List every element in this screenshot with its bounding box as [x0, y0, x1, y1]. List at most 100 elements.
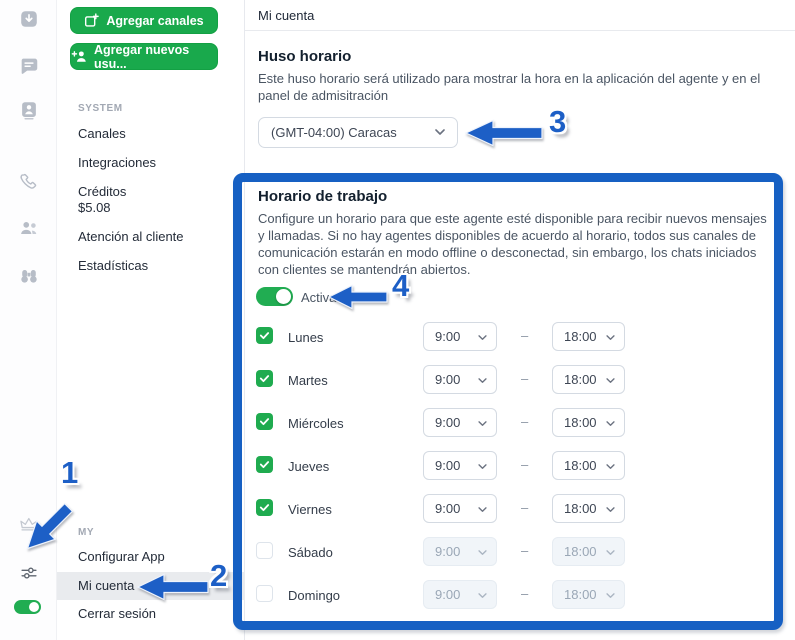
day-row-viernes: Viernes 9:00 – 18:00: [245, 487, 785, 530]
chevron-down-icon: [606, 329, 615, 344]
annotation-arrow-3: [464, 119, 543, 147]
day-checkbox[interactable]: [256, 370, 273, 387]
day-row-miercoles: Miércoles 9:00 – 18:00: [245, 401, 785, 444]
contacts-icon[interactable]: [17, 99, 40, 122]
chevron-down-icon: [478, 372, 487, 387]
schedule-heading: Horario de trabajo: [258, 188, 388, 205]
day-checkbox[interactable]: [256, 413, 273, 430]
time-range-separator: –: [521, 414, 529, 429]
day-label: Lunes: [288, 330, 324, 345]
end-time-select[interactable]: 18:00: [552, 494, 625, 523]
chat-icon[interactable]: [17, 54, 40, 77]
annotation-arrow-4: [327, 284, 388, 310]
chevron-down-icon: [606, 501, 615, 516]
add-channel-icon: [84, 13, 100, 28]
day-checkbox[interactable]: [256, 327, 273, 344]
timezone-selected-value: (GMT-04:00) Caracas: [271, 125, 397, 140]
end-time-select[interactable]: 18:00: [552, 451, 625, 480]
status-toggle[interactable]: [14, 600, 41, 614]
annotation-arrow-1: [26, 502, 74, 550]
schedule-toggle-label: Activar: [301, 290, 341, 305]
binoculars-icon[interactable]: [17, 264, 40, 287]
day-label: Viernes: [288, 502, 332, 517]
day-label: Jueves: [288, 459, 330, 474]
day-row-martes: Martes 9:00 – 18:00: [245, 358, 785, 401]
credits-amount: $5.08: [78, 200, 111, 215]
schedule-days-list: Lunes 9:00 – 18:00 Martes 9:00 – 18:00 M…: [245, 315, 785, 616]
time-range-separator: –: [521, 543, 529, 558]
day-checkbox[interactable]: [256, 456, 273, 473]
sidebar-item-creditos[interactable]: Créditos: [78, 184, 127, 199]
chevron-down-icon: [478, 329, 487, 344]
add-users-label: Agregar nuevos usu...: [94, 42, 190, 71]
day-checkbox[interactable]: [256, 585, 273, 602]
chevron-down-icon: [478, 501, 487, 516]
day-label: Miércoles: [288, 416, 344, 431]
start-time-select[interactable]: 9:00: [423, 322, 497, 351]
add-channels-label: Agregar canales: [106, 13, 204, 28]
day-label: Sábado: [288, 545, 333, 560]
sidebar-item-atencion-al-cliente[interactable]: Atención al cliente: [78, 229, 184, 244]
annotation-number-2: 2: [210, 558, 228, 593]
icon-rail: [0, 0, 57, 640]
chevron-down-icon: [606, 372, 615, 387]
annotation-number-3: 3: [549, 104, 567, 139]
day-checkbox[interactable]: [256, 499, 273, 516]
my-section-label: MY: [78, 527, 95, 538]
end-time-select[interactable]: 18:00: [552, 580, 625, 609]
timezone-heading: Huso horario: [258, 48, 352, 65]
end-time-select[interactable]: 18:00: [552, 365, 625, 394]
chevron-down-icon: [435, 129, 445, 136]
settings-sidebar: Agregar canales Agregar nuevos usu... SY…: [57, 0, 245, 640]
start-time-select[interactable]: 9:00: [423, 408, 497, 437]
add-user-icon: [71, 49, 87, 64]
timezone-select[interactable]: (GMT-04:00) Caracas: [258, 117, 458, 148]
chevron-down-icon: [606, 587, 615, 602]
sidebar-item-cerrar-sesion[interactable]: Cerrar sesión: [78, 606, 157, 621]
chevron-down-icon: [606, 415, 615, 430]
annotation-arrow-2: [136, 573, 209, 601]
day-label: Domingo: [288, 588, 341, 603]
annotation-number-4: 4: [392, 268, 410, 303]
page-title: Mi cuenta: [258, 8, 315, 23]
start-time-select[interactable]: 9:00: [423, 580, 497, 609]
chevron-down-icon: [478, 458, 487, 473]
end-time-select[interactable]: 18:00: [552, 408, 625, 437]
inbox-icon[interactable]: [17, 7, 40, 30]
chevron-down-icon: [478, 415, 487, 430]
schedule-description: Configure un horario para que este agent…: [258, 211, 767, 277]
day-label: Martes: [288, 373, 328, 388]
schedule-activate-toggle[interactable]: [256, 287, 293, 306]
time-range-separator: –: [521, 328, 529, 343]
users-icon[interactable]: [17, 216, 40, 239]
sidebar-item-configurar-app[interactable]: Configurar App: [78, 549, 165, 564]
annotation-number-1: 1: [61, 455, 79, 490]
sidebar-item-estadisticas[interactable]: Estadísticas: [78, 258, 149, 273]
sidebar-item-integraciones[interactable]: Integraciones: [78, 155, 157, 170]
chevron-down-icon: [478, 587, 487, 602]
start-time-select[interactable]: 9:00: [423, 494, 497, 523]
start-time-select[interactable]: 9:00: [423, 365, 497, 394]
day-row-lunes: Lunes 9:00 – 18:00: [245, 315, 785, 358]
chevron-down-icon: [478, 544, 487, 559]
time-range-separator: –: [521, 586, 529, 601]
phone-icon[interactable]: [17, 171, 40, 194]
time-range-separator: –: [521, 500, 529, 515]
system-section-label: SYSTEM: [78, 103, 123, 114]
time-range-separator: –: [521, 371, 529, 386]
day-checkbox[interactable]: [256, 542, 273, 559]
chevron-down-icon: [606, 458, 615, 473]
title-divider: [245, 30, 795, 31]
day-row-jueves: Jueves 9:00 – 18:00: [245, 444, 785, 487]
end-time-select[interactable]: 18:00: [552, 537, 625, 566]
sliders-icon[interactable]: [17, 561, 40, 584]
sidebar-item-canales[interactable]: Canales: [78, 126, 126, 141]
add-channels-button[interactable]: Agregar canales: [70, 7, 218, 34]
end-time-select[interactable]: 18:00: [552, 322, 625, 351]
add-users-button[interactable]: Agregar nuevos usu...: [70, 42, 218, 71]
start-time-select[interactable]: 9:00: [423, 537, 497, 566]
time-range-separator: –: [521, 457, 529, 472]
day-row-sabado: Sábado 9:00 – 18:00: [245, 530, 785, 573]
start-time-select[interactable]: 9:00: [423, 451, 497, 480]
